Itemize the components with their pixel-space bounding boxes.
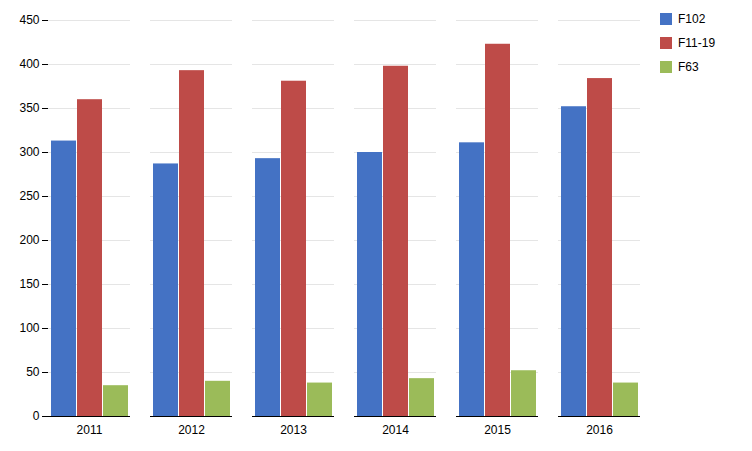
svg-text:2015: 2015 [484,423,511,437]
html-text:F63: F63 [678,60,699,74]
svg-text:450: 450 [19,13,39,27]
svg-text:2016: 2016 [586,423,613,437]
svg-text:400: 400 [19,57,39,71]
svg-text:2012: 2012 [178,423,205,437]
svg-text:2014: 2014 [382,423,409,437]
svg-text:200: 200 [19,233,39,247]
html-text:F102: F102 [678,12,706,26]
svg-text:2011: 2011 [77,423,103,437]
svg-text:0: 0 [33,409,40,423]
svg-text:350: 350 [19,101,39,115]
svg-text:150: 150 [19,277,39,291]
svg-text:50: 50 [26,365,40,379]
html-text:F11-19: F11-19 [678,36,716,50]
svg-text:2013: 2013 [280,423,307,437]
svg-text:100: 100 [19,321,39,335]
svg-text:300: 300 [19,145,39,159]
svg-text:250: 250 [19,189,39,203]
